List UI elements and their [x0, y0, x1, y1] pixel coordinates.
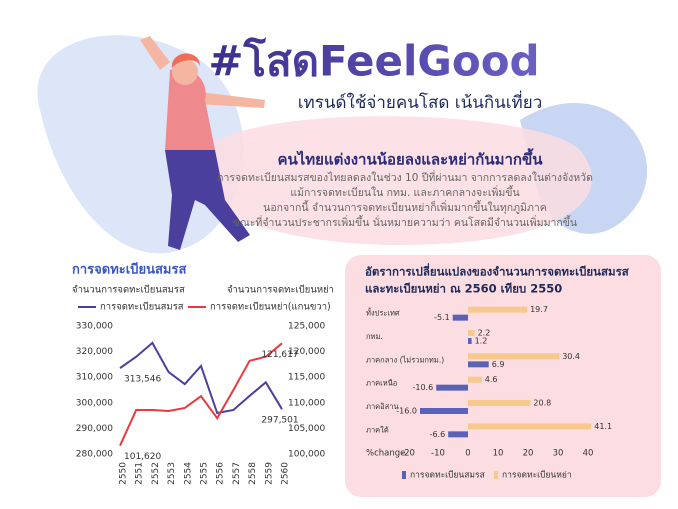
category-label: กทม.	[366, 332, 383, 341]
axis-label: จำนวนการจดทะเบียนสมรส	[72, 284, 185, 296]
bar	[468, 306, 528, 313]
bar	[468, 376, 482, 383]
bar	[452, 314, 468, 321]
data-label: 6.9	[492, 360, 505, 369]
bar	[448, 431, 468, 438]
legend-label: การจดทะเบียนสมรส	[410, 470, 486, 481]
chart-title: และทะเบียนหย่า ณ 2560 เทียบ 2550	[365, 282, 562, 296]
x-tick-label: 2551	[135, 462, 145, 485]
bar	[468, 400, 531, 406]
panel	[345, 255, 661, 497]
summary-line: แม้การจดทะเบียนใน กทม. และภาคกลางจะเพิ่ม…	[290, 185, 519, 199]
y-tick-label: 300,000	[76, 398, 113, 408]
data-label: 19.7	[530, 305, 548, 314]
legend-swatch	[494, 471, 498, 479]
figure	[140, 36, 265, 250]
x-tick-label: 40	[583, 449, 594, 459]
bar	[468, 338, 472, 344]
data-label: -6.6	[430, 430, 446, 439]
x-tick-label: 2560	[281, 462, 291, 485]
data-label: 41.1	[594, 422, 612, 431]
axis-label: %change	[366, 449, 405, 459]
data-label: 121,617	[261, 350, 298, 360]
x-tick-label: 10	[493, 449, 504, 459]
x-tick-label: 0	[465, 449, 470, 459]
y2-tick-label: 105,000	[288, 424, 325, 434]
legend-swatch	[402, 471, 406, 479]
bar	[468, 361, 489, 368]
data-label: 20.8	[533, 399, 551, 408]
data-label: 101,620	[124, 452, 161, 462]
y-tick-label: 280,000	[76, 450, 113, 460]
x-tick-label: 2558	[248, 462, 258, 485]
data-label: 4.6	[485, 375, 498, 384]
category-label: ภาคกลาง (ไม่รวมกทม.)	[366, 355, 444, 364]
y2-tick-label: 110,000	[288, 398, 325, 408]
x-tick-label: -20	[401, 449, 415, 459]
data-label: -10.6	[412, 383, 433, 392]
summary-line: การจดทะเบียนสมรสของไทยลดลงในช่วง 10 ปีที…	[217, 170, 593, 184]
series-line	[119, 342, 283, 447]
chart-title: การจดทะเบียนสมรส	[72, 262, 186, 278]
y2-tick-label: 100,000	[288, 450, 325, 460]
subtitle: เทรนด์ใช้จ่ายคนโสด เน้นกินเที่ยว	[298, 90, 543, 113]
category-label: ภาคใต้	[366, 425, 389, 434]
axis-label: จำนวนการจดทะเบียนหย่า	[227, 284, 334, 296]
bar	[468, 353, 560, 360]
x-tick-label: 2556	[216, 462, 226, 485]
y2-tick-label: 115,000	[288, 373, 325, 383]
bar	[436, 384, 468, 391]
bar	[468, 423, 592, 430]
bar	[468, 330, 475, 336]
data-label: 297,501	[261, 416, 298, 426]
legend-label: การจดทะเบียนหย่า(แกนขวา)	[210, 301, 331, 313]
series-line	[119, 341, 283, 415]
data-label: -5.1	[434, 313, 450, 322]
y-tick-label: 330,000	[76, 322, 113, 332]
x-tick-label: 2557	[232, 462, 242, 485]
data-label: 2.2	[478, 329, 491, 338]
x-tick-label: -10	[431, 449, 445, 459]
legend-label: การจดทะเบียนหย่า	[502, 470, 572, 481]
legend-label: การจดทะเบียนสมรส	[100, 301, 184, 313]
summary-line: นอกจากนี้ จำนวนการจดทะเบียนหย่าก็เพิ่มมา…	[263, 200, 547, 214]
bar	[420, 408, 468, 414]
category-label: ภาคเหนือ	[366, 379, 397, 388]
y2-tick-label: 125,000	[288, 322, 325, 332]
y-tick-label: 310,000	[76, 373, 113, 383]
chart-title: อัตราการเปลี่ยนแปลงของจำนวนการจดทะเบียนส…	[365, 263, 630, 279]
y2-tick-label: 120,000	[288, 347, 325, 357]
data-label: -16.0	[396, 407, 417, 416]
y-tick-label: 320,000	[76, 347, 113, 357]
data-label: 30.4	[562, 352, 580, 361]
summary-line: ขณะที่จำนวนประชากรเพิ่มขึ้น นั่นหมายความ…	[233, 215, 577, 229]
x-tick-label: 2559	[264, 462, 274, 485]
y-tick-label: 290,000	[76, 424, 113, 434]
x-tick-label: 30	[553, 449, 564, 459]
title: #โสดFeelGood	[208, 37, 539, 86]
heading: คนไทยแต่งงานน้อยลงและหย่ากันมากขึ้น	[277, 148, 543, 169]
x-tick-label: 2553	[167, 462, 177, 485]
blob	[191, 116, 592, 245]
x-tick-label: 2555	[200, 462, 210, 485]
x-tick-label: 2552	[151, 462, 161, 485]
category-label: ทั้งประเทศ	[366, 308, 400, 318]
x-tick-label: 2550	[119, 462, 129, 485]
x-tick-label: 2554	[183, 462, 193, 485]
category-label: ภาคอิสาน	[366, 402, 399, 411]
x-tick-label: 20	[523, 449, 534, 459]
data-label: 313,546	[124, 375, 161, 385]
data-label: 1.2	[475, 337, 488, 346]
